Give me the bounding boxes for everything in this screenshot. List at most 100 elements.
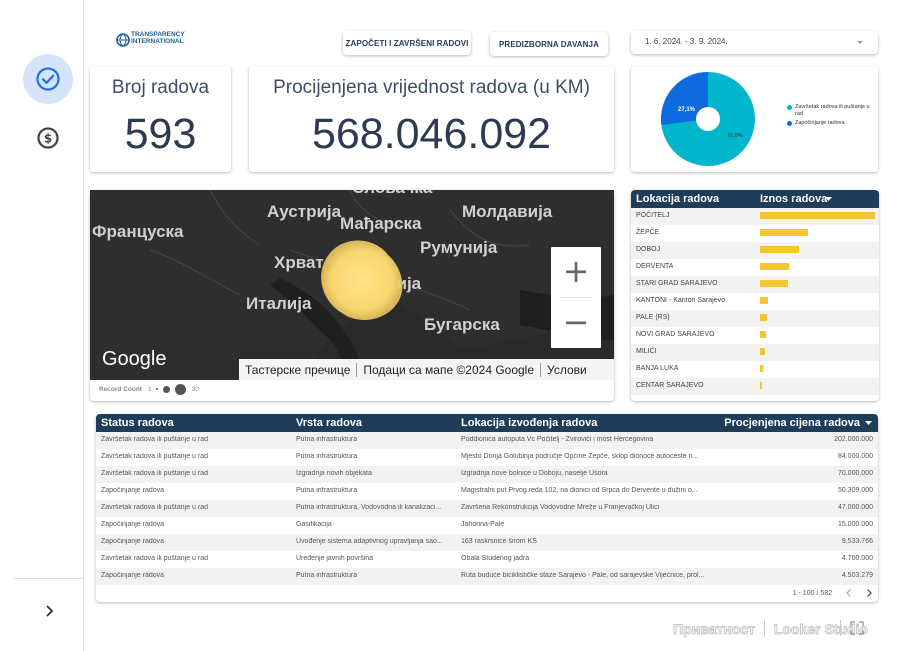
location-row-bar — [760, 280, 788, 287]
location-cell: Obala Studenog jadra — [461, 555, 530, 562]
price-cell: 4.700.000 — [841, 555, 873, 562]
sidebar-item-works[interactable] — [23, 54, 73, 104]
location-row[interactable]: POČITELJ — [631, 208, 879, 225]
location-row-label: BANJA LUKA — [636, 365, 679, 372]
location-cell: Jahorina-Pale — [461, 521, 505, 528]
date-range-picker[interactable]: 1. 6. 2024. - 3. 9. 2024. — [631, 31, 878, 54]
dollar-circle-icon: $ — [37, 127, 59, 149]
map-footer: Тастерске пречице Подаци са мапе ©2024 G… — [239, 359, 614, 380]
table-row[interactable]: Započinjanje radova Uvođenje sistema adap… — [96, 534, 878, 551]
price-cell: 50.309.000 — [837, 487, 873, 494]
pie-slice-started — [661, 72, 708, 126]
works-button[interactable]: ZAPOČETI I ZAVRŠENI RADOVI — [343, 31, 471, 55]
location-row[interactable]: CENTAR SARAJEVO — [631, 378, 879, 395]
table-row[interactable]: Završetak radova ili puštanje u rad Putna… — [96, 432, 878, 449]
terms-link[interactable]: Услови — [547, 362, 587, 377]
legend-dot-started — [787, 121, 792, 126]
google-logo: Google — [102, 348, 167, 370]
type-col-header[interactable]: Vrsta radova — [296, 417, 363, 429]
sort-desc-icon[interactable] — [825, 197, 832, 202]
logo-line2: INTERNATIONAL — [131, 38, 184, 45]
location-row[interactable]: KANTONI - Kanton Sarajevo — [631, 293, 879, 310]
table-row[interactable]: Završetak radova ili puštanje u rad Putna… — [96, 500, 878, 517]
table-row[interactable]: Započinjanje radova Putna infrastruktura R… — [96, 568, 878, 585]
location-row-label: CENTAR SARAJEVO — [636, 382, 704, 389]
zoom-out-button[interactable]: − — [562, 303, 590, 341]
count-value: 593 — [124, 110, 197, 158]
location-row[interactable]: DOBOJ — [631, 242, 879, 259]
pagination: 1 - 100 / 582 — [793, 587, 874, 599]
pre-election-button[interactable]: PREDIZBORNA DAVANJA — [490, 32, 608, 56]
count-card: Broj radova 593 — [90, 66, 231, 172]
value-value: 568.046.092 — [311, 110, 552, 158]
map-label-slovakia: Словачка — [352, 190, 432, 198]
date-range-value: 1. 6. 2024. - 3. 9. 2024. — [645, 37, 728, 46]
zoom-divider — [559, 297, 593, 298]
pie-card: 27,1% 72,9% Završetak radova ili puštanj… — [631, 66, 878, 172]
location-row[interactable]: ŽEPČE — [631, 225, 879, 242]
zoom-in-button[interactable]: + — [562, 252, 590, 290]
price-cell: 84.000.000 — [837, 453, 873, 460]
map-label-moldova: Молдавија — [462, 202, 553, 221]
location-row-label: KANTONI - Kanton Sarajevo — [636, 297, 725, 304]
legend-label-completed: Završetak radova ili puštanje u rad — [795, 104, 870, 117]
footer-divider-2 — [840, 620, 841, 636]
price-col-header[interactable]: Procjenjena cijena radova — [724, 417, 860, 429]
location-cell: Izgradnja nove bolnice u Doboju, naselje… — [461, 470, 608, 477]
location-row[interactable]: STARI GRAD SARAJEVO — [631, 276, 879, 293]
works-rows: Završetak radova ili puštanje u rad Putna… — [96, 432, 878, 585]
location-row[interactable]: MILIĆI — [631, 344, 879, 361]
pie-chart: 27,1% 72,9% — [661, 72, 755, 166]
status-col-header[interactable]: Status radova — [101, 417, 174, 429]
sort-desc-icon[interactable] — [865, 421, 872, 426]
location-row[interactable]: DERVENTA — [631, 259, 879, 276]
record-dot-large — [174, 383, 186, 395]
map-label-croatia: Хрват — [274, 253, 324, 272]
globe-logo-icon — [116, 33, 130, 47]
prev-page-icon[interactable] — [844, 588, 854, 598]
location-row[interactable]: NOVI GRAD SARAJEVO — [631, 327, 879, 344]
keyboard-shortcuts-link[interactable]: Тастерске пречице — [239, 362, 358, 377]
table-row[interactable]: Završetak radova ili puštanje u rad Putna… — [96, 449, 878, 466]
type-cell: Putna infrastruktura — [296, 572, 358, 579]
works-table: Status radova Vrsta radova Lokacija izvo… — [96, 414, 878, 602]
location-cell: 163 raskrsnice širom KS — [461, 538, 537, 545]
location-row[interactable]: BANJA LUKA — [631, 361, 879, 378]
zoom-controls: + − — [551, 247, 601, 348]
legend-item-started[interactable]: Započinjanje radova — [787, 120, 877, 127]
location-row-bar — [760, 382, 763, 389]
sidebar-item-finances[interactable]: $ — [23, 113, 73, 163]
location-row[interactable]: PALE (RS) — [631, 310, 879, 327]
table-row[interactable]: Završetak radova ili puštanje u rad Izgra… — [96, 466, 878, 483]
fullscreen-icon[interactable] — [850, 621, 864, 635]
record-count-max: 30 — [191, 385, 199, 393]
location-col-header[interactable]: Lokacija izvođenja radova — [461, 417, 598, 429]
table-row[interactable]: Započinjanje radova Putna infrastruktura M… — [96, 483, 878, 500]
value-label: Procijenjena vrijednost radova (u KM) — [273, 77, 590, 98]
record-dot-small — [155, 388, 158, 390]
collapse-sidebar-button[interactable] — [36, 598, 62, 624]
status-cell: Započinjanje radova — [101, 538, 165, 545]
amount-col-header[interactable]: Iznos radova — [760, 193, 828, 205]
location-cell: Ruta buduće biciklističke staze Sarajevo… — [461, 572, 705, 579]
status-cell: Završetak radova ili puštanje u rad — [101, 470, 208, 477]
looker-studio-link[interactable]: Looker Studio — [773, 621, 868, 638]
status-cell: Završetak radova ili puštanje u rad — [101, 436, 208, 443]
map-data-attribution[interactable]: Подаци са мапе ©2024 Google — [357, 362, 542, 377]
privacy-link[interactable]: Приватност — [673, 621, 756, 638]
price-cell: 70.000.000 — [837, 470, 873, 477]
record-count-label: Record Count — [99, 385, 142, 393]
next-page-icon[interactable] — [864, 588, 874, 598]
map-label-bulgaria: Бугарска — [424, 315, 500, 334]
location-row-bar — [760, 263, 789, 270]
record-dot-medium — [162, 385, 170, 393]
table-row[interactable]: Započinjanje radova Gasifikacija Jahorina-… — [96, 517, 878, 534]
table-row[interactable]: Završetak radova ili puštanje u rad Uređe… — [96, 551, 878, 568]
location-row-label: STARI GRAD SARAJEVO — [636, 280, 718, 287]
map[interactable]: Словачка Француска Аустрија Мађарска Мол… — [90, 190, 614, 380]
legend-item-completed[interactable]: Završetak radova ili puštanje u rad — [787, 104, 877, 118]
location-col-header[interactable]: Lokacija radova — [636, 193, 720, 205]
status-cell: Započinjanje radova — [101, 521, 165, 528]
map-label-romania: Румунија — [420, 238, 498, 257]
map-label-austria: Аустрија — [267, 202, 342, 221]
